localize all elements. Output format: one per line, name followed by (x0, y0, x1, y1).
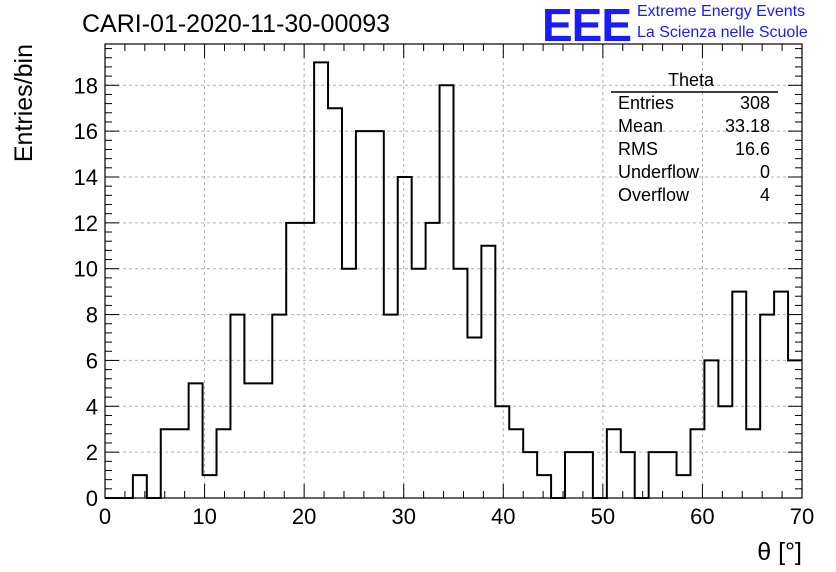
stats-value-entries: 308 (739, 93, 770, 113)
y-tick-label: 4 (86, 394, 98, 419)
x-tick-label: 20 (292, 504, 316, 529)
logo-subtitle-1: Extreme Energy Events (637, 3, 806, 20)
stats-value-overflow: 4 (759, 185, 770, 205)
histogram-bin (774, 292, 788, 498)
histogram-bin (189, 383, 203, 498)
histogram-bin (161, 429, 175, 498)
histogram-bin (300, 223, 314, 498)
stats-value-underflow: 0 (759, 162, 770, 182)
histogram-bin (704, 360, 718, 498)
x-tick-label: 10 (192, 504, 216, 529)
x-tick-label: 0 (99, 504, 111, 529)
histogram-bin (217, 429, 231, 498)
histogram-bin (663, 452, 677, 498)
plot-frame (104, 43, 803, 499)
stats-value-rms: 16.6 (734, 139, 770, 159)
histogram-bin (732, 292, 746, 498)
x-tick-label: 60 (690, 504, 714, 529)
histogram-bin (649, 452, 663, 498)
histogram-bin (788, 360, 802, 498)
y-tick-label: 0 (86, 486, 98, 511)
y-tick-label: 16 (74, 119, 98, 144)
histogram-bin (565, 452, 579, 498)
histogram-bin (523, 452, 537, 498)
x-tick-label: 30 (391, 504, 415, 529)
y-tick-label: 6 (86, 348, 98, 373)
x-axis-label: θ [°] (757, 538, 802, 566)
x-tick-label: 70 (790, 504, 814, 529)
histogram-bin (398, 177, 412, 498)
histogram-bin (244, 383, 258, 498)
y-tick-label: 2 (86, 440, 98, 465)
y-tick-label: 10 (74, 257, 98, 282)
stats-label-rms: RMS (618, 139, 658, 159)
histogram-bin (342, 269, 356, 498)
histogram-bin (607, 429, 621, 498)
stats-value-mean: 33.18 (724, 116, 770, 136)
y-tick-label: 8 (86, 303, 98, 328)
histogram-bin (509, 429, 523, 498)
histogram-bin (677, 475, 691, 498)
histogram-bin (746, 429, 760, 498)
histogram-bin (412, 269, 426, 498)
stats-label-underflow: Underflow (618, 162, 700, 182)
stats-label-overflow: Overflow (618, 185, 690, 205)
histogram-bin (175, 429, 189, 498)
stats-box-title: Theta (668, 70, 715, 90)
histogram-bin (440, 85, 454, 498)
x-tick-label: 50 (591, 504, 615, 529)
logo-subtitle-2: La Scienza nelle Scuole (637, 24, 808, 41)
x-tick-label: 40 (491, 504, 515, 529)
histogram-bin (258, 383, 272, 498)
histogram-bin (454, 269, 468, 498)
y-tick-label: 14 (74, 165, 98, 190)
stats-label-mean: Mean (618, 116, 664, 136)
y-tick-label: 18 (74, 73, 98, 98)
stats-label-entries: Entries (618, 93, 675, 113)
y-tick-label: 12 (74, 211, 98, 236)
eee-logo: EEE (542, 0, 632, 51)
run-title: CARI-01-2020-11-30-00093 (82, 10, 391, 38)
histogram-bin (328, 108, 342, 498)
histogram-bin (481, 246, 495, 498)
histogram-bin (314, 62, 328, 498)
histogram-bin (579, 452, 593, 498)
y-axis-label: Entries/bin (10, 44, 38, 162)
histogram-bin (467, 337, 481, 498)
histogram-bin (537, 475, 551, 498)
histogram-outline (105, 61, 802, 499)
